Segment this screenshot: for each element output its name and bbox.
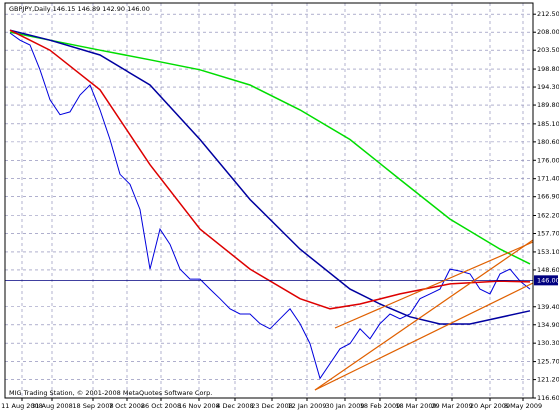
y-tick-label: 134.90 — [537, 321, 559, 329]
y-tick-label: 212.50 — [537, 10, 559, 18]
x-tick-label: 30 Jan 2009 — [326, 402, 365, 410]
y-tick-label: 148.60 — [537, 266, 559, 274]
x-tick-label: 11 Aug 2008 — [1, 402, 43, 410]
x-tick-label: 18 Sep 2008 — [72, 402, 113, 410]
y-tick-label: 208.00 — [537, 28, 559, 36]
y-tick-label: 157.70 — [537, 230, 559, 238]
x-tick-label: 20 Apr 2009 — [470, 402, 510, 410]
trend-line — [334, 241, 534, 329]
x-tick-label: 12 Jan 2009 — [288, 402, 327, 410]
series-line — [9, 29, 531, 325]
y-tick-label: 130.30 — [537, 339, 559, 347]
plot-frame — [4, 2, 534, 399]
x-tick-label: 26 Oct 2008 — [141, 402, 181, 410]
y-tick-label: 189.80 — [537, 101, 559, 109]
series-line — [9, 29, 531, 310]
x-tick-label: 4 Dec 2008 — [216, 402, 253, 410]
x-tick-label: 18 Feb 2009 — [360, 402, 400, 410]
y-tick-label: 139.40 — [537, 303, 559, 311]
marks — [5, 29, 533, 380]
y-tick-label: 166.90 — [537, 193, 559, 201]
y-tick-label: 171.40 — [537, 175, 559, 183]
y-tick-label: 176.00 — [537, 156, 559, 164]
trend-line — [314, 239, 534, 391]
x-tick-label: 16 Nov 2008 — [178, 402, 220, 410]
series-line — [9, 31, 531, 265]
x-tick-label: 31 Aug 2008 — [31, 402, 73, 410]
x-tick-label: 18 Mar 2009 — [395, 402, 436, 410]
y-tick-label: 203.50 — [537, 46, 559, 54]
x-tick-label: 29 Mar 2009 — [431, 402, 472, 410]
footer: MIG Trading Station, © 2001-2008 MetaQuo… — [9, 389, 212, 397]
y-tick-label: 121.20 — [537, 376, 559, 384]
y-tick-label: 194.30 — [537, 83, 559, 91]
chart-title: GBPJPY,Daily 146.15 146.89 142.90 146.00 — [9, 5, 150, 13]
y-tick-label: 153.10 — [537, 248, 559, 256]
y-tick-label: 162.20 — [537, 212, 559, 220]
axes: 212.50 208.00 203.50 198.80 194.30 189.80 185.… — [1, 10, 559, 410]
y-tick-label: 198.80 — [537, 65, 559, 73]
y-tick-label: 185.10 — [537, 120, 559, 128]
x-tick-label: 8 May 2009 — [504, 402, 542, 410]
series-line — [9, 32, 531, 380]
price-label: 146.00 — [537, 276, 559, 284]
y-tick-label: 116.60 — [537, 394, 559, 402]
trend-line — [314, 282, 534, 391]
y-tick-label: 125.70 — [537, 358, 559, 366]
x-tick-label: 23 Dec 2008 — [251, 402, 293, 410]
price-label-box — [534, 275, 558, 286]
x-tick-label: 7 Oct 2008 — [109, 402, 145, 410]
y-tick-label: 180.60 — [537, 138, 559, 146]
